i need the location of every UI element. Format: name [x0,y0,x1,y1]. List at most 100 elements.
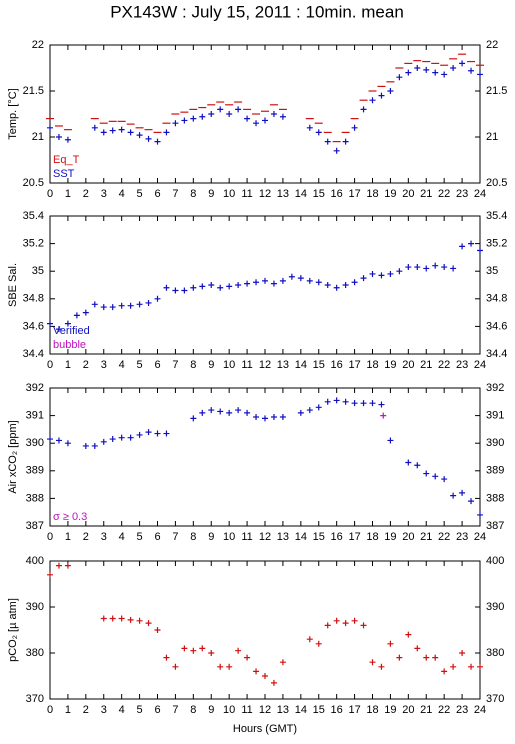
data-point [163,284,170,291]
data-point [217,663,224,670]
data-point [172,663,179,670]
data-point [423,265,430,272]
data-point [145,299,152,306]
data-point [477,663,483,670]
y-tick-label: 34.4 [23,348,44,360]
data-point [235,106,242,113]
x-tick-label: 11 [241,188,252,200]
x-tick-label: 8 [190,531,196,543]
x-tick-label: 11 [241,531,252,543]
x-tick-label: 8 [190,188,196,200]
x-tick-label: 12 [259,359,271,371]
x-tick-label: 3 [101,188,107,200]
data-point [262,277,268,284]
y-tick-label-right: 389 [486,465,504,477]
data-point [64,562,71,569]
legend-label: bubble [53,339,86,351]
data-point [369,400,376,407]
data-point [118,615,125,622]
x-tick-label: 11 [241,704,252,716]
data-point [154,627,161,633]
data-point [208,650,215,656]
data-point [244,280,251,287]
data-point [118,126,125,133]
y-tick-label-right: 370 [486,693,504,705]
data-point [253,279,260,286]
data-point [414,462,421,469]
data-point [208,282,215,288]
x-tick-label: 24 [474,188,486,200]
legend-label: Eq_T [53,154,80,166]
x-tick-label: 2 [83,359,89,371]
data-point [423,66,430,73]
data-point [315,404,322,411]
data-point [262,117,268,124]
x-tick-label: 13 [277,531,289,543]
data-point [145,620,152,627]
data-point [315,279,322,286]
x-tick-label: 3 [101,704,107,716]
y-tick-label-right: 392 [486,382,504,394]
y-tick-label: 21 [32,131,44,143]
x-tick-label: 12 [259,188,271,200]
data-point [244,409,251,416]
plot-frame [49,215,481,355]
data-point [351,617,358,624]
x-tick-label: 9 [208,531,214,543]
data-point [315,129,322,136]
x-axis-label: Hours (GMT) [233,723,297,735]
data-point [306,407,313,414]
data-point [172,287,179,294]
data-point [199,113,206,120]
data-point [127,302,134,309]
y-tick-label-right: 380 [486,647,504,659]
x-tick-label: 10 [223,531,235,543]
y-tick-label-right: 34.6 [486,320,507,332]
x-tick-label: 1 [65,359,71,371]
data-point [279,413,286,420]
data-point [396,654,403,661]
x-tick-label: 14 [295,359,307,371]
y-tick-label: 391 [26,410,44,422]
data-point [270,111,277,117]
x-tick-label: 20 [402,531,414,543]
x-tick-label: 15 [313,188,325,200]
data-point [342,620,349,627]
data-point [253,668,260,675]
data-point [333,284,340,291]
x-tick-label: 17 [348,704,360,716]
data-point [109,304,116,311]
x-tick-label: 4 [119,359,125,371]
data-point [396,74,403,81]
data-point [208,407,215,414]
data-point [324,282,331,288]
x-tick-label: 22 [438,359,450,371]
data-point [297,409,304,416]
data-point [378,663,385,670]
x-tick-label: 15 [313,531,325,543]
data-point [360,400,367,407]
data-point [369,97,376,104]
y-tick-label: 400 [26,555,44,567]
x-tick-label: 13 [277,188,289,200]
data-point [441,264,448,271]
data-point [360,106,367,113]
data-point [226,409,233,416]
data-point [64,440,71,447]
data-point [55,562,62,569]
x-tick-label: 4 [119,531,125,543]
x-tick-label: 22 [438,188,450,200]
y-tick-label-right: 34.8 [486,293,507,305]
x-tick-label: 11 [241,359,252,371]
data-point [432,262,439,269]
x-tick-label: 6 [154,531,160,543]
x-tick-label: 7 [172,188,178,200]
data-point [468,240,475,247]
data-point [279,113,286,120]
data-point [55,437,62,444]
y-tick-label: 22 [32,39,44,51]
x-tick-label: 4 [119,188,125,200]
data-point [64,320,71,327]
x-tick-label: 13 [277,359,289,371]
